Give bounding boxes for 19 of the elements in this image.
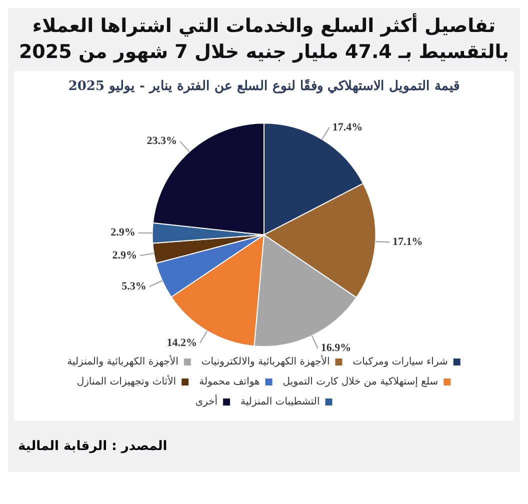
data-label: 5.3% [122,280,146,293]
legend-label: الأجهزة الكهربائية والالكترونيات [201,354,330,368]
legend-label: الأثاث وتجهيزات المنازل [76,374,176,388]
data-label: 16.9% [320,342,352,354]
legend-label: التشطيبات المنزلية [240,396,320,408]
legend-label: هواتف محمولة [199,376,260,388]
data-label: 17.1% [392,236,423,248]
chart-title: تفاصيل أكثر السلع والخدمات التي اشتراها العملاء بالتقسيط بـ 47.4 مليار جنيه خلال 7 شهور من 2025 [18,12,510,65]
legend-label: سلع إستهلاكية من خلال كارت التمويل [282,376,438,388]
data-label: 17.4% [332,122,363,134]
data-label: 23.3% [146,135,177,148]
data-label: 2.9% [110,226,136,239]
legend-label: الأجهزة الكهربائية والمنزلية [67,354,178,368]
legend-label: أخرى [195,394,218,408]
legend-label: شراء سيارات ومركبات [352,356,448,368]
chart-subtitle: قيمة التمويل الاستهلاكي وفقًا لنوع السلع عن الفترة يناير - يوليو 2025 [68,78,460,94]
data-label: 14.2% [166,337,198,350]
data-label: 2.9% [112,250,138,262]
text: المصدر : الرقابة المالية [17,438,168,456]
